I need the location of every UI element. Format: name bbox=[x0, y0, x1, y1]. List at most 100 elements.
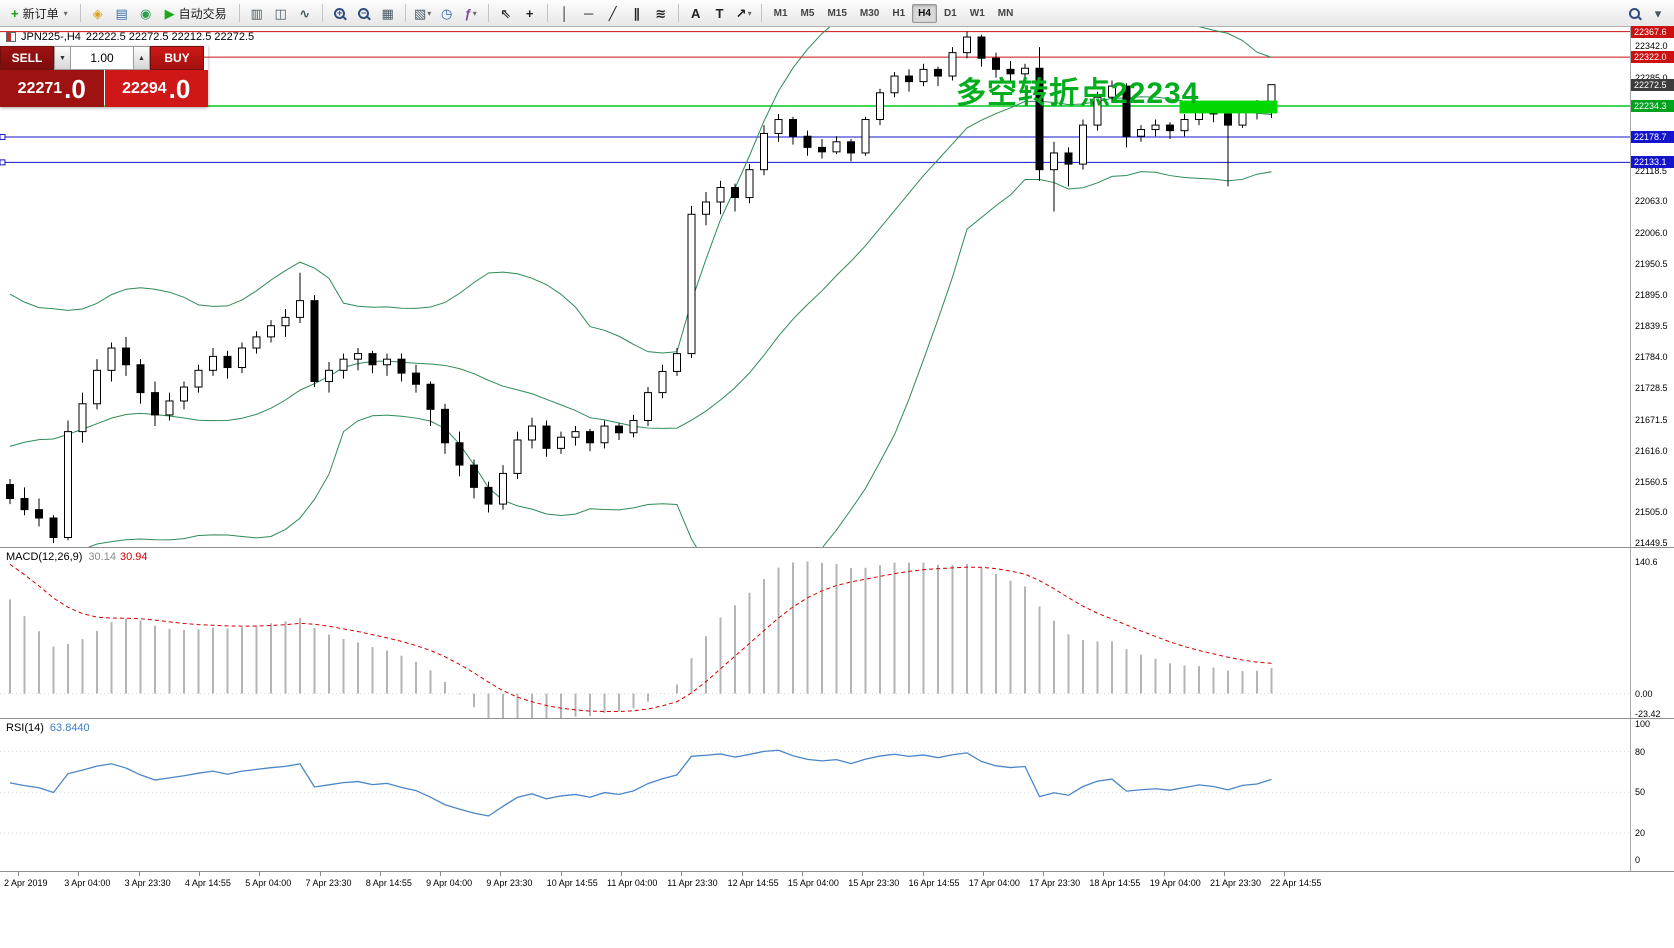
time-tick bbox=[500, 872, 502, 876]
price-scale[interactable]: 22342.0 22285.0 22118.5 22063.0 22006.0 21950… bbox=[1630, 25, 1674, 548]
volume-decrease-button[interactable]: ▼ bbox=[54, 46, 71, 70]
timeframe-h1-button[interactable]: H1 bbox=[892, 7, 906, 19]
navigator-icon[interactable]: ◉ bbox=[135, 3, 157, 24]
sell-price-display[interactable]: 22271 .0 bbox=[0, 70, 104, 107]
trendline-icon[interactable]: ╱ bbox=[602, 3, 624, 24]
indicators-icon[interactable]: ƒ ▾ bbox=[460, 3, 482, 24]
volume-input[interactable] bbox=[71, 46, 133, 70]
zoom-out-icon[interactable]: − bbox=[353, 3, 375, 24]
line-handle[interactable] bbox=[0, 133, 6, 140]
timeframe-m1-button[interactable]: M1 bbox=[773, 7, 788, 19]
candle-body bbox=[557, 436, 565, 449]
toolbar-options-icon: ▾ bbox=[1654, 5, 1662, 21]
bar-chart-icon[interactable]: ▥ bbox=[246, 3, 268, 24]
timeframe-w1-button[interactable]: W1 bbox=[969, 7, 985, 19]
candle-body bbox=[209, 355, 217, 371]
candle-body bbox=[1151, 124, 1160, 131]
candle-body bbox=[861, 119, 870, 154]
time-label: 12 Apr 14:55 bbox=[727, 878, 779, 888]
highlight-box[interactable] bbox=[1179, 100, 1278, 114]
market-watch-icon[interactable]: ▤ bbox=[111, 3, 133, 24]
timeframe-m30-button[interactable]: M30 bbox=[859, 7, 880, 19]
candle-body bbox=[397, 358, 406, 374]
toolbar-separator bbox=[677, 4, 679, 22]
macd-label: MACD(12,26,9) 30.14 30.94 bbox=[6, 551, 147, 563]
time-label: 21 Apr 23:30 bbox=[1210, 878, 1262, 888]
macd-panel: MACD(12,26,9) 30.14 30.94 140.6 0.00 -23.42 bbox=[0, 548, 1674, 719]
timeframe-h4-button[interactable]: H4 bbox=[912, 3, 937, 23]
candle-body bbox=[107, 347, 116, 371]
profiles-icon[interactable]: ◈ bbox=[87, 3, 109, 24]
period-clock-icon[interactable]: ◷ bbox=[436, 3, 458, 24]
arrows-tool-icon[interactable]: ↗ ▾ bbox=[733, 3, 755, 24]
timeframe-mn-button[interactable]: MN bbox=[997, 7, 1014, 19]
candle-body bbox=[1079, 124, 1087, 165]
time-label: 18 Apr 14:55 bbox=[1089, 878, 1141, 888]
equidistant-channel-icon[interactable]: ∥ bbox=[626, 3, 648, 24]
toolbar-options-icon[interactable]: ▾ bbox=[1647, 3, 1669, 24]
candle-body bbox=[890, 75, 899, 94]
candle-body bbox=[325, 369, 333, 382]
text-label-icon[interactable]: T bbox=[709, 3, 731, 24]
price-marker: 22367.6 bbox=[1631, 25, 1674, 38]
time-tick bbox=[78, 872, 80, 876]
candle-body bbox=[905, 75, 913, 83]
chart-annotation-text[interactable]: 多空转折点22234 bbox=[956, 77, 1200, 110]
candle-body bbox=[1224, 113, 1232, 126]
price-tick: 21839.5 bbox=[1635, 321, 1668, 331]
candle-body bbox=[513, 439, 522, 474]
price-marker: 22322.0 bbox=[1631, 51, 1674, 64]
new-order-button[interactable]: + 新订单 ▾ bbox=[5, 3, 74, 24]
price-marker: 22133.1 bbox=[1631, 156, 1674, 169]
search-icon[interactable] bbox=[1623, 3, 1645, 24]
time-tick bbox=[1284, 872, 1286, 876]
candle-body bbox=[745, 169, 754, 199]
text-tool-icon[interactable]: A bbox=[685, 3, 707, 24]
macd-tick: -23.42 bbox=[1635, 709, 1661, 719]
macd-canvas[interactable] bbox=[0, 548, 1630, 718]
new-chart-icon[interactable]: ▧ ▾ bbox=[412, 3, 434, 24]
time-tick bbox=[560, 872, 562, 876]
horizontal-line-icon[interactable]: ─ bbox=[578, 3, 600, 24]
buy-price-display[interactable]: 22294 .0 bbox=[104, 70, 208, 107]
time-axis[interactable]: 2 Apr 2019 3 Apr 04:00 3 Apr 23:30 4 Apr 14… bbox=[0, 872, 1674, 948]
candle-body bbox=[252, 336, 261, 349]
tile-windows-icon[interactable]: ▦ bbox=[377, 3, 399, 24]
sell-price-main: 22271 bbox=[17, 79, 63, 97]
zoom-in-icon[interactable]: + bbox=[329, 3, 351, 24]
sell-button[interactable]: SELL bbox=[0, 46, 54, 70]
time-label: 9 Apr 23:30 bbox=[486, 878, 533, 888]
price-tick: 22063.0 bbox=[1635, 196, 1668, 207]
price-marker: 22178.7 bbox=[1631, 130, 1674, 143]
zoom-out-icon: − bbox=[358, 7, 370, 19]
vertical-line-icon[interactable]: │ bbox=[554, 3, 576, 24]
autotrade-button[interactable]: ▶ 自动交易 bbox=[159, 3, 233, 24]
candle-body bbox=[673, 353, 681, 372]
cursor-icon[interactable]: ⇖ bbox=[495, 3, 517, 24]
fibonacci-icon[interactable]: ≋ bbox=[650, 3, 672, 24]
timeframe-m5-button[interactable]: M5 bbox=[800, 7, 815, 19]
candle-body bbox=[847, 141, 855, 154]
timeframe-m15-button[interactable]: M15 bbox=[827, 7, 847, 19]
horizontal-line-icon: ─ bbox=[584, 5, 594, 21]
toolbar-separator bbox=[760, 4, 762, 22]
timeframe-d1-button[interactable]: D1 bbox=[943, 7, 957, 19]
rsi-canvas[interactable] bbox=[0, 719, 1630, 871]
line-chart-icon[interactable]: ∿ bbox=[294, 3, 316, 24]
candlestick-chart-icon[interactable]: ◫ bbox=[270, 3, 292, 24]
candle-body bbox=[1180, 119, 1189, 132]
price-tick: 21616.0 bbox=[1635, 445, 1668, 456]
line-handle[interactable] bbox=[0, 159, 6, 166]
candle-body bbox=[35, 509, 43, 519]
candle-body bbox=[1035, 67, 1044, 171]
volume-increase-button[interactable]: ▲ bbox=[133, 46, 150, 70]
price-marker: 22234.3 bbox=[1631, 99, 1674, 112]
time-tick bbox=[319, 872, 321, 876]
crosshair-icon[interactable]: + bbox=[519, 3, 541, 24]
main-chart-canvas[interactable] bbox=[0, 27, 1630, 547]
candle-body bbox=[760, 132, 768, 171]
time-label: 8 Apr 14:55 bbox=[365, 878, 412, 888]
buy-button[interactable]: BUY bbox=[150, 46, 204, 70]
time-label: 16 Apr 14:55 bbox=[908, 878, 960, 888]
